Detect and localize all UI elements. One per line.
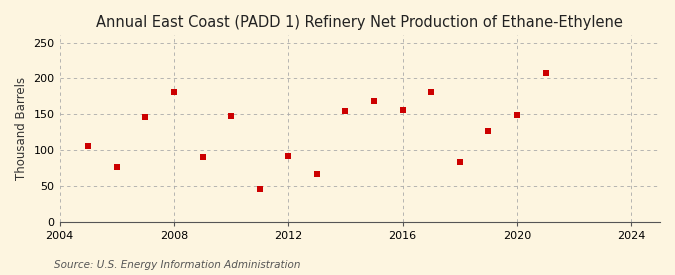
Point bbox=[140, 115, 151, 119]
Y-axis label: Thousand Barrels: Thousand Barrels bbox=[15, 77, 28, 180]
Point bbox=[311, 172, 322, 176]
Point bbox=[254, 186, 265, 191]
Point bbox=[340, 109, 351, 114]
Point bbox=[398, 108, 408, 112]
Point bbox=[454, 160, 465, 164]
Point bbox=[197, 155, 208, 160]
Point bbox=[111, 165, 122, 169]
Point bbox=[540, 70, 551, 75]
Point bbox=[283, 153, 294, 158]
Point bbox=[512, 113, 522, 117]
Point bbox=[83, 144, 94, 149]
Point bbox=[225, 113, 236, 118]
Point bbox=[169, 90, 180, 94]
Point bbox=[483, 129, 494, 134]
Title: Annual East Coast (PADD 1) Refinery Net Production of Ethane-Ethylene: Annual East Coast (PADD 1) Refinery Net … bbox=[97, 15, 623, 30]
Point bbox=[369, 99, 379, 103]
Text: Source: U.S. Energy Information Administration: Source: U.S. Energy Information Administ… bbox=[54, 260, 300, 270]
Point bbox=[426, 90, 437, 94]
